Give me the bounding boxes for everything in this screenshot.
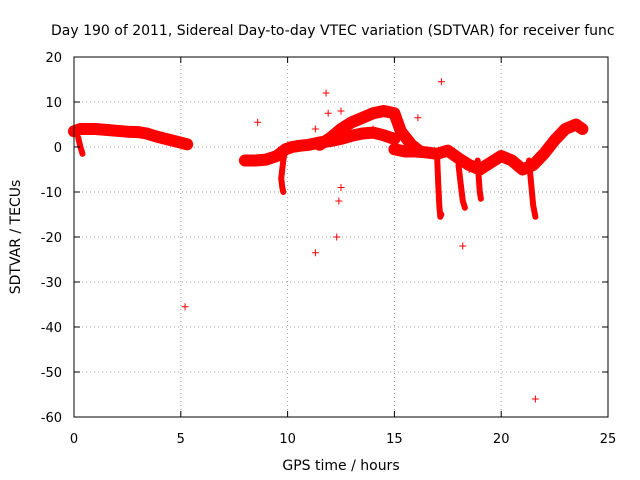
data-point bbox=[294, 143, 302, 151]
data-point bbox=[529, 161, 537, 169]
data-point bbox=[113, 127, 121, 135]
y-axis-title: SDTVAR / TECUs bbox=[8, 180, 24, 295]
outlier-point bbox=[311, 249, 319, 257]
outlier-point bbox=[414, 114, 422, 122]
outlier-point bbox=[459, 242, 467, 250]
outlier-point bbox=[531, 395, 539, 403]
data-point bbox=[572, 121, 580, 128]
x-tick-label: 15 bbox=[386, 432, 403, 447]
data-point bbox=[145, 132, 153, 140]
spike-6 bbox=[75, 135, 86, 157]
y-tick-label: -20 bbox=[41, 231, 62, 246]
outlier-point bbox=[181, 303, 189, 311]
y-tick-label: -60 bbox=[41, 411, 62, 426]
y-tick-label: -30 bbox=[41, 276, 62, 291]
data-bands bbox=[68, 105, 589, 220]
data-point bbox=[102, 127, 110, 135]
data-point bbox=[444, 148, 452, 155]
data-point bbox=[134, 130, 142, 137]
x-tick-label: 5 bbox=[177, 432, 185, 447]
outlier-point bbox=[337, 184, 345, 191]
data-point bbox=[155, 134, 163, 142]
outlier-point bbox=[437, 78, 445, 86]
data-point bbox=[166, 136, 174, 144]
data-point bbox=[390, 134, 398, 142]
data-point bbox=[316, 139, 324, 146]
data-point bbox=[284, 148, 292, 155]
data-point bbox=[81, 125, 89, 133]
outlier-point bbox=[322, 89, 330, 97]
outlier-point bbox=[337, 107, 345, 115]
data-point bbox=[369, 125, 377, 133]
spike-5 bbox=[526, 157, 539, 220]
data-point bbox=[348, 130, 356, 137]
band-d bbox=[388, 118, 589, 176]
y-tick-label: 20 bbox=[45, 51, 62, 66]
data-point bbox=[91, 125, 99, 133]
outlier-point bbox=[324, 109, 332, 117]
data-point bbox=[497, 152, 505, 160]
data-point bbox=[380, 130, 388, 137]
spike-2 bbox=[434, 153, 445, 220]
data-point bbox=[476, 170, 484, 178]
y-tick-label: -40 bbox=[41, 321, 62, 336]
data-point bbox=[519, 166, 527, 173]
data-point bbox=[487, 161, 495, 169]
data-point bbox=[508, 157, 516, 164]
data-point bbox=[551, 134, 559, 142]
data-point bbox=[578, 125, 586, 133]
data-point bbox=[252, 159, 260, 167]
band-c bbox=[313, 105, 426, 158]
data-point bbox=[262, 157, 270, 164]
y-tick-label: -10 bbox=[41, 186, 62, 201]
data-point bbox=[540, 148, 548, 155]
spike-1 bbox=[278, 144, 289, 195]
data-point bbox=[422, 150, 430, 158]
data-point bbox=[465, 166, 473, 173]
spike-3 bbox=[455, 162, 468, 211]
data-point bbox=[337, 134, 345, 142]
outlier-point bbox=[254, 118, 262, 126]
chart-title: Day 190 of 2011, Sidereal Day-to-day VTE… bbox=[51, 23, 615, 39]
outlier-point bbox=[311, 125, 319, 133]
x-tick-label: 0 bbox=[70, 432, 78, 447]
data-point bbox=[273, 154, 281, 162]
y-tick-label: -50 bbox=[41, 366, 62, 381]
spike-4 bbox=[474, 157, 484, 202]
x-tick-label: 25 bbox=[600, 432, 617, 447]
y-tick-label: 10 bbox=[45, 96, 62, 111]
x-tick-label: 20 bbox=[493, 432, 510, 447]
data-point bbox=[433, 152, 441, 160]
data-point bbox=[326, 136, 334, 144]
data-point bbox=[183, 141, 191, 149]
data-point bbox=[177, 139, 185, 146]
data-point bbox=[123, 130, 131, 137]
outlier-point bbox=[335, 197, 343, 205]
data-point bbox=[412, 148, 420, 155]
outlier-point bbox=[333, 233, 341, 241]
y-tick-label: 0 bbox=[54, 141, 62, 156]
axis-ticks: 0 5 10 15 20 25 20 10 0 -10 -20 -30 -40 -50 -60 bbox=[41, 51, 617, 447]
data-point bbox=[454, 157, 462, 164]
x-axis-title: GPS time / hours bbox=[282, 458, 399, 474]
data-point bbox=[390, 145, 398, 153]
data-point bbox=[358, 127, 366, 135]
data-point bbox=[305, 141, 313, 149]
data-point bbox=[241, 157, 249, 164]
data-point bbox=[401, 148, 409, 155]
x-tick-label: 10 bbox=[279, 432, 296, 447]
data-points bbox=[70, 78, 586, 403]
data-point bbox=[561, 125, 569, 133]
